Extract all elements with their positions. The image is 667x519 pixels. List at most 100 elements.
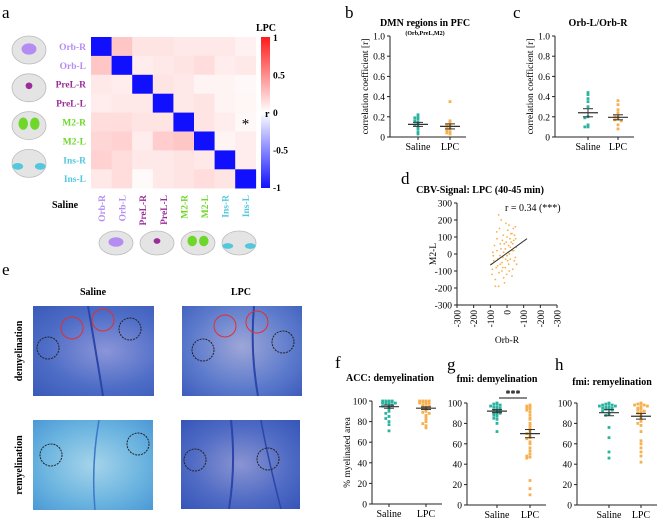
scatter-point xyxy=(504,266,507,269)
significance-star: * xyxy=(242,117,250,133)
data-point-saline xyxy=(610,406,614,410)
heatmap-cell xyxy=(235,55,257,76)
colorbar-tick: -0.5 xyxy=(273,147,288,157)
chart-d-annotation: r = 0.34 (***) xyxy=(505,203,561,214)
heatmap-corner-label: Saline xyxy=(52,200,79,211)
scatter-point xyxy=(513,259,516,262)
data-point-saline xyxy=(601,403,604,407)
heatmap-cell xyxy=(132,55,154,76)
data-point-saline xyxy=(586,105,590,109)
micro-row-title-demyelination: demyelination xyxy=(14,320,25,381)
orb-brain-icon-bottom xyxy=(98,230,134,256)
heatmap-cell xyxy=(152,150,174,170)
data-point-lpc xyxy=(639,407,643,411)
region-fill xyxy=(25,82,33,90)
heatmap-cell xyxy=(235,131,257,151)
col-label-orb-l: Orb-L xyxy=(119,195,129,221)
heatmap-cell xyxy=(132,37,154,57)
y-tick-label: 0.2 xyxy=(538,113,550,123)
y-tick-label: 1.0 xyxy=(373,33,385,43)
data-point-lpc xyxy=(525,456,529,460)
x-tick-label-lpc: LPC xyxy=(632,510,651,519)
x-tick-label-saline: Saline xyxy=(576,142,602,153)
y-tick-label: 20 xyxy=(358,480,368,490)
x-tick-label-lpc: LPC xyxy=(521,510,540,519)
micro-col-title-saline: Saline xyxy=(80,287,107,298)
scatter-point xyxy=(506,259,509,262)
panel-label-d: d xyxy=(401,169,410,188)
data-point-lpc xyxy=(636,422,640,425)
y-tick-label: 80 xyxy=(563,420,573,430)
data-point-lpc xyxy=(528,410,532,414)
data-point-saline xyxy=(610,403,614,407)
data-point-saline xyxy=(495,422,499,425)
m2-brain-icon xyxy=(11,111,47,140)
data-point-saline xyxy=(607,456,611,460)
data-point-lpc xyxy=(427,399,431,403)
significance-marker: *** xyxy=(506,389,521,400)
data-point-lpc xyxy=(639,460,643,464)
data-point-lpc xyxy=(421,400,425,404)
heatmap-cell xyxy=(235,169,257,189)
row-label-orb-l: Orb-L xyxy=(60,62,86,72)
x-tick-label-lpc: LPC xyxy=(441,142,460,153)
heatmap-cell xyxy=(194,74,215,94)
scatter-point xyxy=(502,251,505,254)
data-point-lpc xyxy=(528,417,532,421)
data-point-lpc xyxy=(445,129,449,133)
heatmap-cell xyxy=(194,112,215,132)
scatter-point xyxy=(509,246,512,249)
chart-d-title: CBV-Signal: LPC (40-45 min) xyxy=(416,185,544,196)
data-point-lpc xyxy=(448,100,452,104)
heatmap-cell xyxy=(111,112,133,132)
data-point-saline xyxy=(583,125,587,129)
heatmap-cell xyxy=(152,112,174,132)
y-tick-label: 60 xyxy=(358,439,368,449)
heatmap-cell xyxy=(111,150,133,170)
data-point-lpc xyxy=(448,120,452,124)
x-tick-label: -100 xyxy=(520,310,530,328)
x-tick-label: -200 xyxy=(537,310,547,328)
chart-b-subtitle: (Orb,PreL,M2) xyxy=(405,30,444,37)
y-tick-label: 20 xyxy=(453,481,463,491)
heatmap-cell xyxy=(194,37,215,57)
data-point-lpc xyxy=(424,414,428,417)
col-label-ins-l: Ins-L xyxy=(242,195,252,217)
data-point-saline xyxy=(607,407,611,411)
data-point-saline xyxy=(607,436,611,440)
data-point-saline xyxy=(394,401,397,405)
row-label-m2-l: M2-L xyxy=(63,137,86,147)
data-point-saline xyxy=(495,412,499,416)
scatter-point xyxy=(499,263,502,266)
y-tick-label: 20 xyxy=(563,481,573,491)
heatmap-cell xyxy=(132,169,154,189)
panel-label-a: a xyxy=(2,3,10,22)
scatter-point xyxy=(514,225,517,228)
heatmap-cell xyxy=(132,74,154,94)
ins-brain-icon-bottom xyxy=(221,230,257,256)
data-point-lpc xyxy=(424,424,428,428)
region-fill xyxy=(12,163,24,170)
data-point-saline xyxy=(604,405,608,409)
data-point-saline xyxy=(495,414,499,418)
heatmap-cell xyxy=(152,169,174,189)
data-point-lpc xyxy=(427,411,431,415)
scatter-point xyxy=(513,234,516,237)
scatter-point xyxy=(506,236,508,238)
data-point-lpc xyxy=(636,402,640,406)
data-point-lpc xyxy=(445,123,449,127)
x-tick-label: -300 xyxy=(454,310,464,328)
col-label-m2-r: M2-R xyxy=(180,195,190,219)
scatter-point xyxy=(502,234,505,237)
data-point-saline xyxy=(384,411,388,415)
data-point-saline xyxy=(495,402,499,406)
data-point-saline xyxy=(604,402,608,406)
col-label-ins-r: Ins-R xyxy=(222,195,232,218)
data-point-saline xyxy=(381,401,384,405)
scatter-point xyxy=(494,278,497,281)
y-tick-label: -100 xyxy=(435,268,453,278)
scatter-point xyxy=(498,227,501,230)
data-point-saline xyxy=(583,116,587,120)
data-point-lpc xyxy=(619,119,623,123)
